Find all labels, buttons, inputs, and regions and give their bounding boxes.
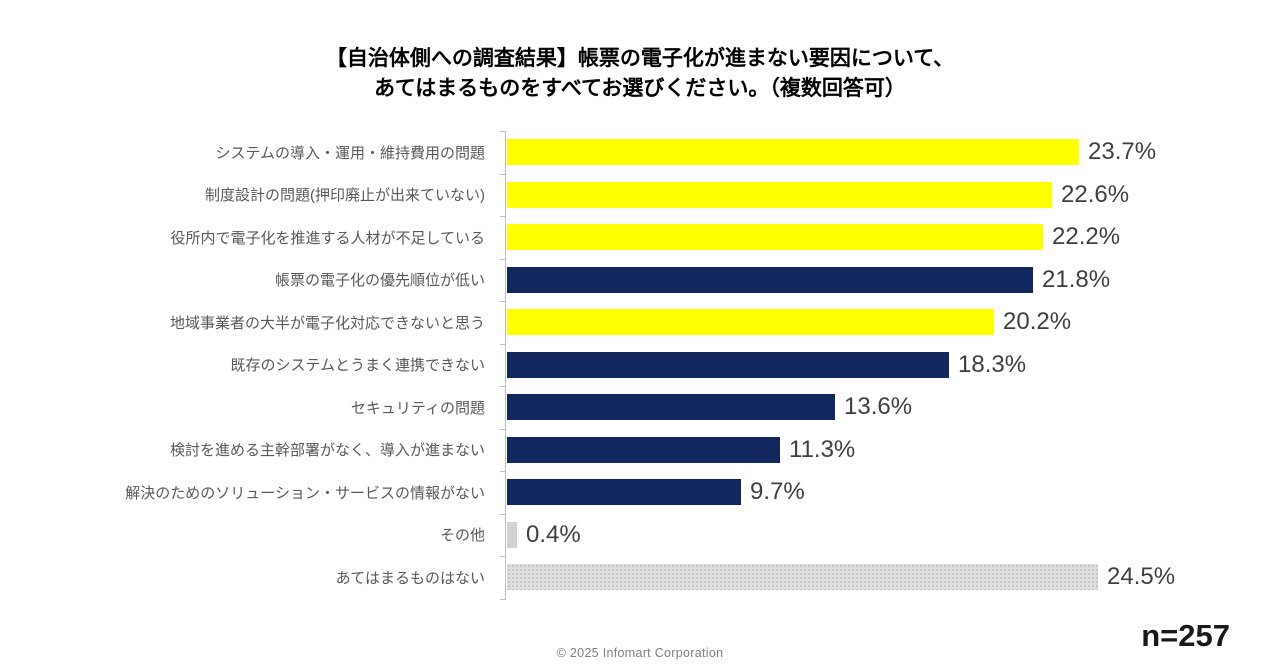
category-label: セキュリティの問題: [350, 399, 485, 417]
y-axis-tick: [500, 131, 506, 132]
value-label: 21.8%: [1042, 265, 1111, 293]
chart-row: あてはまるものはない 24.5%: [0, 556, 1280, 599]
copyright-text: © 2025 Infomart Corporation: [556, 646, 724, 660]
sample-size-label: n=257: [1141, 618, 1230, 653]
bar-gray-dotted: [507, 564, 1098, 590]
value-label: 22.2%: [1052, 223, 1121, 251]
y-axis-tick: [500, 514, 506, 515]
y-axis-tick: [500, 216, 506, 217]
chart-title-line2: あてはまるものをすべてお選びください。（複数回答可）: [374, 76, 906, 100]
y-axis-tick: [500, 259, 506, 260]
category-label: あてはまるものはない: [335, 569, 485, 587]
value-label: 11.3%: [789, 435, 856, 463]
bar-navy: [507, 266, 1033, 293]
y-axis-line: [505, 131, 506, 599]
bar-gray: [507, 521, 517, 548]
value-label: 18.3%: [958, 350, 1027, 378]
y-axis-tick: [500, 599, 506, 600]
value-label: 20.2%: [1003, 308, 1072, 336]
value-label: 9.7%: [750, 478, 805, 506]
y-axis-tick: [500, 174, 506, 175]
category-label: その他: [439, 527, 485, 545]
chart-title-line1: 【自治体側への調査結果】帳票の電子化が進まない要因について、: [325, 47, 955, 70]
bar-yellow: [507, 309, 994, 335]
bar-navy: [507, 436, 780, 463]
plot-area: システムの導入・運用・維持費用の問題 23.7% 制度設計の問題(押印廃止が出来てい…: [0, 131, 1280, 600]
chart-row: セキュリティの問題 13.6%: [0, 386, 1280, 429]
chart-title: 【自治体側への調査結果】帳票の電子化が進まない要因について、 あてはまるものをす…: [0, 44, 1280, 104]
y-axis-tick: [500, 471, 506, 472]
category-label: 制度設計の問題(押印廃止が出来ていない): [205, 187, 485, 205]
chart-row: 解決のためのソリューション・サービスの情報がない 9.7%: [0, 471, 1280, 514]
chart-row: その他 0.4%: [0, 514, 1280, 557]
chart-row: 制度設計の問題(押印廃止が出来ていない) 22.6%: [0, 174, 1280, 217]
y-axis-tick: [500, 386, 506, 387]
bar-yellow: [507, 181, 1052, 208]
y-axis-tick: [500, 429, 506, 430]
y-axis-tick: [500, 301, 506, 302]
bar-yellow: [507, 139, 1079, 165]
chart-row: 帳票の電子化の優先順位が低い 21.8%: [0, 259, 1280, 302]
category-label: 検討を進める主幹部署がなく、導入が進まない: [169, 442, 485, 460]
category-label: 解決のためのソリューション・サービスの情報がない: [125, 484, 485, 502]
value-label: 23.7%: [1088, 138, 1157, 166]
bar-navy: [507, 479, 741, 505]
value-label: 0.4%: [526, 520, 581, 548]
category-label: 地域事業者の大半が電子化対応できないと思う: [169, 314, 485, 332]
category-label: 既存のシステムとうまく連携できない: [230, 357, 485, 375]
bar-navy: [507, 351, 949, 378]
value-label: 22.6%: [1061, 180, 1130, 208]
chart-row: 既存のシステムとうまく連携できない 18.3%: [0, 344, 1280, 387]
category-label: 帳票の電子化の優先順位が低い: [274, 272, 485, 290]
chart-row: 役所内で電子化を推進する人材が不足している 22.2%: [0, 216, 1280, 259]
category-label: システムの導入・運用・維持費用の問題: [215, 144, 485, 162]
chart-row: 検討を進める主幹部署がなく、導入が進まない 11.3%: [0, 429, 1280, 472]
value-label: 13.6%: [844, 393, 913, 421]
bar-yellow: [507, 224, 1043, 250]
y-axis-tick: [500, 344, 506, 345]
bar-navy: [507, 394, 835, 420]
value-label: 24.5%: [1107, 563, 1176, 591]
chart-row: 地域事業者の大半が電子化対応できないと思う 20.2%: [0, 301, 1280, 344]
chart-row: システムの導入・運用・維持費用の問題 23.7%: [0, 131, 1280, 174]
category-label: 役所内で電子化を推進する人材が不足している: [170, 229, 485, 247]
y-axis-tick: [500, 556, 506, 557]
